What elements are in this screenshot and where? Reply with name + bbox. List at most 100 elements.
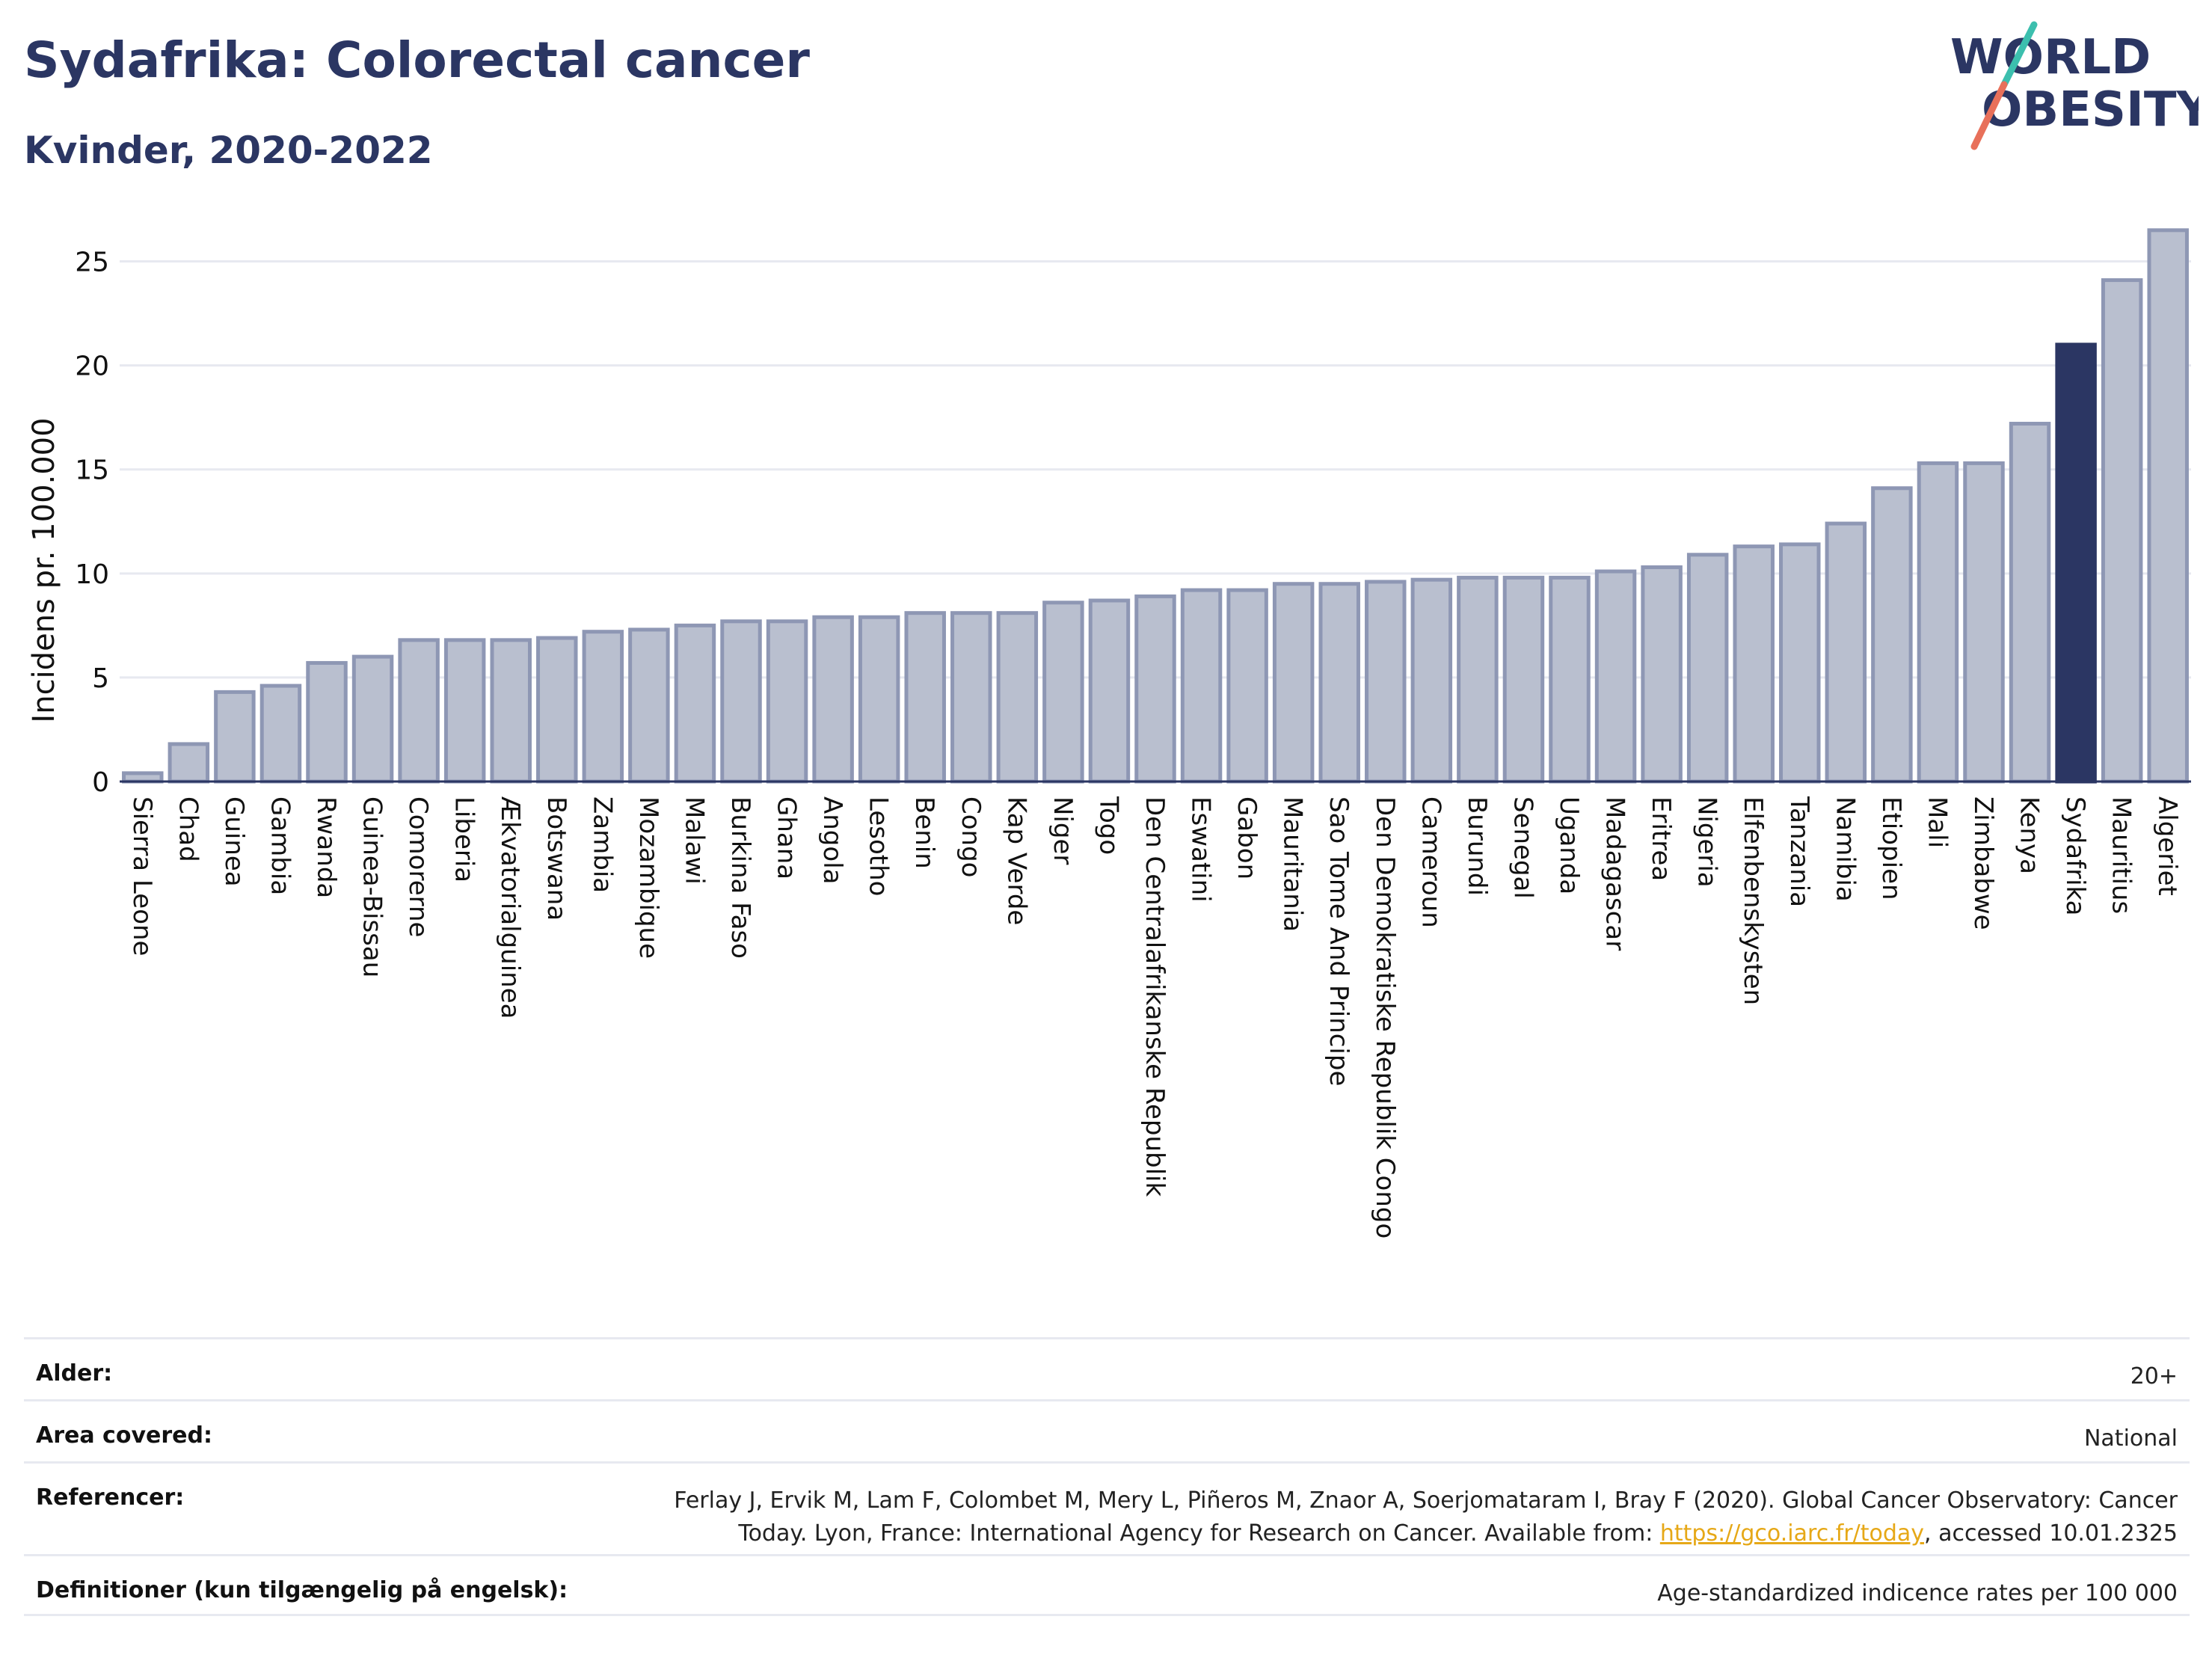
- x-tick-label: Burkina Faso: [725, 796, 755, 959]
- bar-eswatini[interactable]: [1180, 588, 1223, 784]
- metadata-table: Alder: 20+ Area covered: National Refere…: [24, 1337, 2190, 1616]
- bars: [122, 228, 2189, 784]
- bar-nigeria[interactable]: [1686, 553, 1729, 784]
- logo-slash-teal: [2000, 21, 2038, 88]
- bar-gabon[interactable]: [1226, 588, 1268, 784]
- x-tick-label: Guinea: [219, 796, 249, 887]
- x-tick-label: Mali: [1922, 796, 1952, 848]
- bar-algeriet[interactable]: [2147, 228, 2189, 784]
- meta-ref-line2-prefix: Today. Lyon, France: International Agenc…: [738, 1520, 1660, 1547]
- bar-mauritius[interactable]: [2101, 278, 2143, 784]
- x-tick-label: Kap Verde: [1001, 796, 1031, 925]
- bar-gambia[interactable]: [259, 684, 302, 784]
- bar-chad[interactable]: [168, 742, 210, 784]
- bar-benin[interactable]: [904, 611, 946, 784]
- meta-ref-line2-suffix: , accessed 10.01.2325: [1924, 1520, 2178, 1547]
- bar-liberia[interactable]: [443, 638, 486, 784]
- x-tick-label: Tanzania: [1784, 796, 1814, 907]
- x-tick-label: Liberia: [449, 796, 479, 882]
- logo-text-world: WORLD: [1950, 30, 2151, 85]
- meta-row-references: Referencer: Ferlay J, Ervik M, Lam F, Co…: [24, 1461, 2190, 1554]
- bar-senegal[interactable]: [1502, 575, 1545, 784]
- x-tick-label: Mauritania: [1278, 796, 1308, 932]
- x-tick-label: Zimbabwe: [1968, 796, 1998, 930]
- bar-uganda[interactable]: [1549, 575, 1591, 784]
- bar-namibia[interactable]: [1825, 521, 1867, 784]
- bar-niger[interactable]: [1042, 601, 1084, 784]
- bar-chart: 0 5 10 15 20 25 Sierra Leone Chad Guinea Gambia R…: [27, 228, 2191, 1238]
- bar-elfenbenskysten[interactable]: [1733, 544, 1775, 784]
- x-tick-label: Uganda: [1554, 796, 1584, 894]
- bar-burundi[interactable]: [1457, 575, 1499, 784]
- x-tick-label: Elfenbenskysten: [1738, 796, 1768, 1005]
- bar-tanzania[interactable]: [1779, 542, 1821, 784]
- bar-rwanda[interactable]: [306, 660, 348, 784]
- bar-zimbabwe[interactable]: [1963, 461, 2005, 784]
- bar-mali[interactable]: [1917, 461, 1959, 784]
- bar-sierra-leone[interactable]: [122, 771, 164, 784]
- bar-ækvatorialguinea[interactable]: [490, 638, 532, 784]
- bar-guinea-bissau[interactable]: [351, 654, 394, 784]
- meta-ref-line1: Ferlay J, Ervik M, Lam F, Colombet M, Me…: [674, 1487, 2178, 1514]
- y-tick-label: 10: [75, 559, 109, 590]
- bar-sao-tome-and-principe[interactable]: [1318, 582, 1360, 784]
- gco-link[interactable]: https://gco.iarc.fr/today: [1659, 1520, 1925, 1547]
- x-tick-label: Algeriet: [2152, 796, 2182, 896]
- bar-comorerne[interactable]: [398, 638, 440, 784]
- bar-mauritania[interactable]: [1272, 582, 1315, 784]
- bar-lesotho[interactable]: [858, 615, 900, 784]
- x-tick-label: Chad: [173, 796, 203, 862]
- x-tick-label: Kenya: [2015, 796, 2044, 874]
- x-tick-label: Zambia: [587, 796, 617, 893]
- bar-sydafrika[interactable]: [2055, 343, 2097, 784]
- bar-etiopien[interactable]: [1871, 486, 1913, 784]
- bar-mozambique[interactable]: [628, 627, 670, 784]
- x-tick-label: Sydafrika: [2060, 796, 2090, 915]
- chart-title: Sydafrika: Colorectal cancer: [24, 31, 810, 89]
- x-tick-label: Mauritius: [2107, 796, 2136, 914]
- bar-congo[interactable]: [950, 611, 992, 784]
- bar-cameroun[interactable]: [1410, 577, 1453, 784]
- x-tick-label: Eritrea: [1646, 796, 1676, 881]
- x-tick-label: Comorerne: [403, 796, 433, 937]
- meta-row-area: Area covered: National: [24, 1399, 2190, 1461]
- meta-age-label: Alder:: [36, 1360, 113, 1387]
- x-tick-label: Namibia: [1830, 796, 1860, 902]
- x-tick-label: Benin: [909, 796, 939, 869]
- bar-den-centralafrikanske-republik[interactable]: [1134, 594, 1176, 784]
- x-tick-label: Rwanda: [311, 796, 341, 898]
- x-tick-label: Sierra Leone: [127, 796, 157, 956]
- bar-zambia[interactable]: [582, 630, 624, 784]
- meta-row-definitions: Definitioner (kun tilgængelig på engelsk…: [24, 1554, 2190, 1616]
- x-tick-label: Lesotho: [864, 796, 894, 896]
- x-tick-label: Angola: [817, 796, 847, 884]
- x-tick-label: Ækvatorialguinea: [495, 796, 525, 1019]
- x-tick-label: Sao Tome And Principe: [1324, 796, 1354, 1086]
- bar-burkina-faso[interactable]: [720, 619, 762, 784]
- y-axis-ticks: 0 5 10 15 20 25: [75, 248, 109, 798]
- x-tick-label: Gabon: [1232, 796, 1262, 879]
- x-tick-label: Etiopien: [1876, 796, 1906, 900]
- x-axis-labels: Sierra Leone Chad Guinea Gambia Rwanda Guinea…: [127, 796, 2182, 1238]
- x-tick-label: Den Centralafrikanske Republik: [1140, 796, 1170, 1197]
- bar-togo[interactable]: [1088, 598, 1131, 784]
- bar-eritrea[interactable]: [1641, 565, 1683, 784]
- meta-row-age: Alder: 20+: [24, 1337, 2190, 1399]
- x-tick-label: Den Demokratiske Republik Congo: [1370, 796, 1400, 1238]
- bar-madagascar[interactable]: [1594, 569, 1637, 784]
- bar-angola[interactable]: [812, 615, 854, 784]
- bar-kap-verde[interactable]: [996, 611, 1039, 784]
- bar-kenya[interactable]: [2009, 422, 2051, 784]
- meta-area-label: Area covered:: [36, 1422, 212, 1449]
- bar-malawi[interactable]: [674, 623, 716, 784]
- bar-den-demokratiske-republik-congo[interactable]: [1365, 580, 1407, 784]
- x-tick-label: Ghana: [772, 796, 802, 879]
- x-tick-label: Cameroun: [1416, 796, 1446, 928]
- x-tick-label: Gambia: [265, 796, 295, 895]
- meta-def-label: Definitioner (kun tilgængelig på engelsk…: [36, 1577, 568, 1603]
- x-tick-label: Guinea-Bissau: [357, 796, 387, 977]
- bar-botswana[interactable]: [536, 636, 578, 784]
- y-tick-label: 5: [92, 663, 109, 694]
- bar-guinea[interactable]: [214, 690, 256, 784]
- bar-ghana[interactable]: [766, 619, 808, 784]
